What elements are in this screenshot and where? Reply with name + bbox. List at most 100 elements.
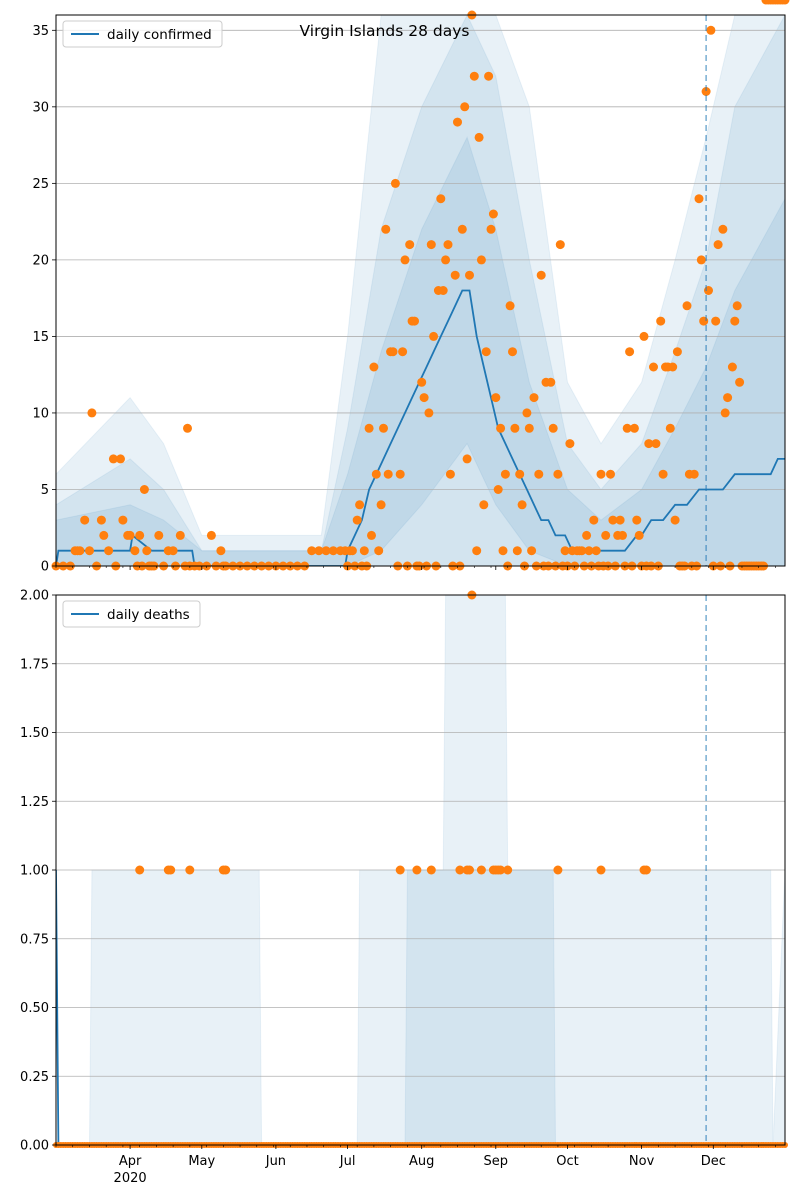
observed-point bbox=[455, 865, 465, 875]
observed-point bbox=[462, 454, 472, 464]
observed-point bbox=[426, 865, 436, 875]
observed-point bbox=[701, 87, 711, 96]
observed-point bbox=[453, 117, 462, 127]
observed-point bbox=[85, 546, 94, 556]
observed-point bbox=[108, 454, 118, 464]
observed-point bbox=[704, 286, 713, 295]
observed-point bbox=[524, 423, 534, 433]
observed-point bbox=[221, 865, 231, 875]
observed-point bbox=[484, 71, 494, 81]
x-tick-label: Apr bbox=[119, 1154, 142, 1169]
observed-point bbox=[711, 316, 721, 326]
x-tick-label: Dec bbox=[701, 1154, 726, 1169]
legend-label: daily deaths bbox=[107, 607, 190, 623]
observed-point bbox=[139, 485, 149, 494]
observed-point bbox=[488, 209, 498, 219]
y-tick-label: 35 bbox=[32, 24, 49, 39]
observed-point bbox=[441, 255, 451, 265]
observed-point bbox=[216, 546, 226, 556]
observed-point bbox=[96, 515, 106, 525]
series-line bbox=[56, 869, 785, 1145]
observed-point bbox=[706, 25, 716, 35]
observed-point bbox=[369, 362, 379, 372]
y-tick-label: 30 bbox=[32, 100, 49, 115]
observed-point bbox=[426, 240, 436, 250]
observed-point bbox=[505, 301, 515, 311]
observed-point bbox=[183, 423, 192, 433]
observed-point bbox=[374, 546, 384, 556]
confidence-band bbox=[56, 15, 785, 566]
observed-point bbox=[727, 362, 737, 372]
observed-point bbox=[565, 439, 575, 449]
observed-point bbox=[548, 423, 558, 433]
observed-point bbox=[80, 515, 90, 525]
observed-point bbox=[634, 530, 644, 540]
y-tick-label: 2.00 bbox=[20, 589, 49, 604]
observed-point bbox=[460, 102, 470, 112]
observed-point bbox=[465, 865, 474, 875]
observed-point bbox=[672, 347, 682, 357]
confidence-band bbox=[56, 15, 785, 566]
observed-point bbox=[486, 224, 496, 234]
y-tick-label: 0.75 bbox=[20, 932, 49, 947]
legend-label: daily confirmed bbox=[107, 27, 212, 43]
observed-point bbox=[670, 515, 680, 525]
y-tick-label: 10 bbox=[32, 406, 49, 421]
observed-point bbox=[457, 224, 467, 234]
y-tick-label: 0.25 bbox=[20, 1070, 49, 1085]
observed-point bbox=[417, 377, 427, 387]
observed-point bbox=[527, 546, 537, 556]
y-tick-label: 20 bbox=[32, 253, 49, 268]
observed-point bbox=[130, 546, 140, 556]
observed-point bbox=[503, 865, 513, 875]
observed-point bbox=[629, 423, 639, 433]
observed-point bbox=[166, 865, 176, 875]
observed-point bbox=[383, 469, 393, 479]
confirmed-y-axis: 0 5 10 15 20 25 30 35 bbox=[32, 24, 56, 575]
legend-box bbox=[62, 600, 201, 628]
y-tick-label: 1.25 bbox=[20, 795, 49, 810]
observed-point bbox=[591, 546, 601, 556]
observed-point bbox=[560, 546, 570, 556]
observed-point bbox=[596, 865, 606, 875]
observed-point bbox=[496, 865, 506, 875]
observed-point bbox=[410, 316, 419, 326]
observed-point bbox=[206, 530, 216, 540]
y-tick-label: 0.00 bbox=[20, 1139, 49, 1154]
observed-point bbox=[608, 515, 618, 525]
observed-point bbox=[508, 347, 517, 357]
observed-point bbox=[364, 423, 374, 433]
observed-point bbox=[355, 500, 365, 510]
observed-point bbox=[555, 240, 565, 250]
observed-point bbox=[596, 469, 606, 479]
observed-point bbox=[529, 393, 539, 403]
y-tick-label: 0.50 bbox=[20, 1001, 49, 1016]
observed-point bbox=[665, 423, 675, 433]
observed-point bbox=[379, 423, 388, 433]
observed-point bbox=[481, 347, 491, 357]
x-tick-year-label: 2020 bbox=[114, 1171, 147, 1186]
observed-point bbox=[536, 270, 546, 280]
observed-point bbox=[479, 500, 489, 510]
observed-point bbox=[436, 194, 446, 204]
observed-point bbox=[314, 546, 324, 556]
observed-point bbox=[75, 546, 85, 556]
observed-point bbox=[546, 377, 556, 387]
observed-point bbox=[445, 469, 455, 479]
observed-point bbox=[500, 469, 510, 479]
observed-point bbox=[359, 546, 369, 556]
observed-point bbox=[395, 469, 405, 479]
observed-point bbox=[438, 286, 448, 295]
observed-point bbox=[390, 178, 400, 188]
confirmed-x-axis bbox=[55, 566, 776, 570]
observed-point bbox=[517, 500, 527, 510]
observed-point bbox=[321, 546, 331, 556]
confirmed-confidence-bands bbox=[56, 15, 785, 566]
observed-point bbox=[510, 423, 520, 433]
observed-point bbox=[405, 240, 415, 250]
observed-point bbox=[641, 865, 651, 875]
observed-point bbox=[424, 408, 434, 418]
y-tick-label: 15 bbox=[32, 330, 49, 345]
observed-point bbox=[498, 546, 508, 556]
